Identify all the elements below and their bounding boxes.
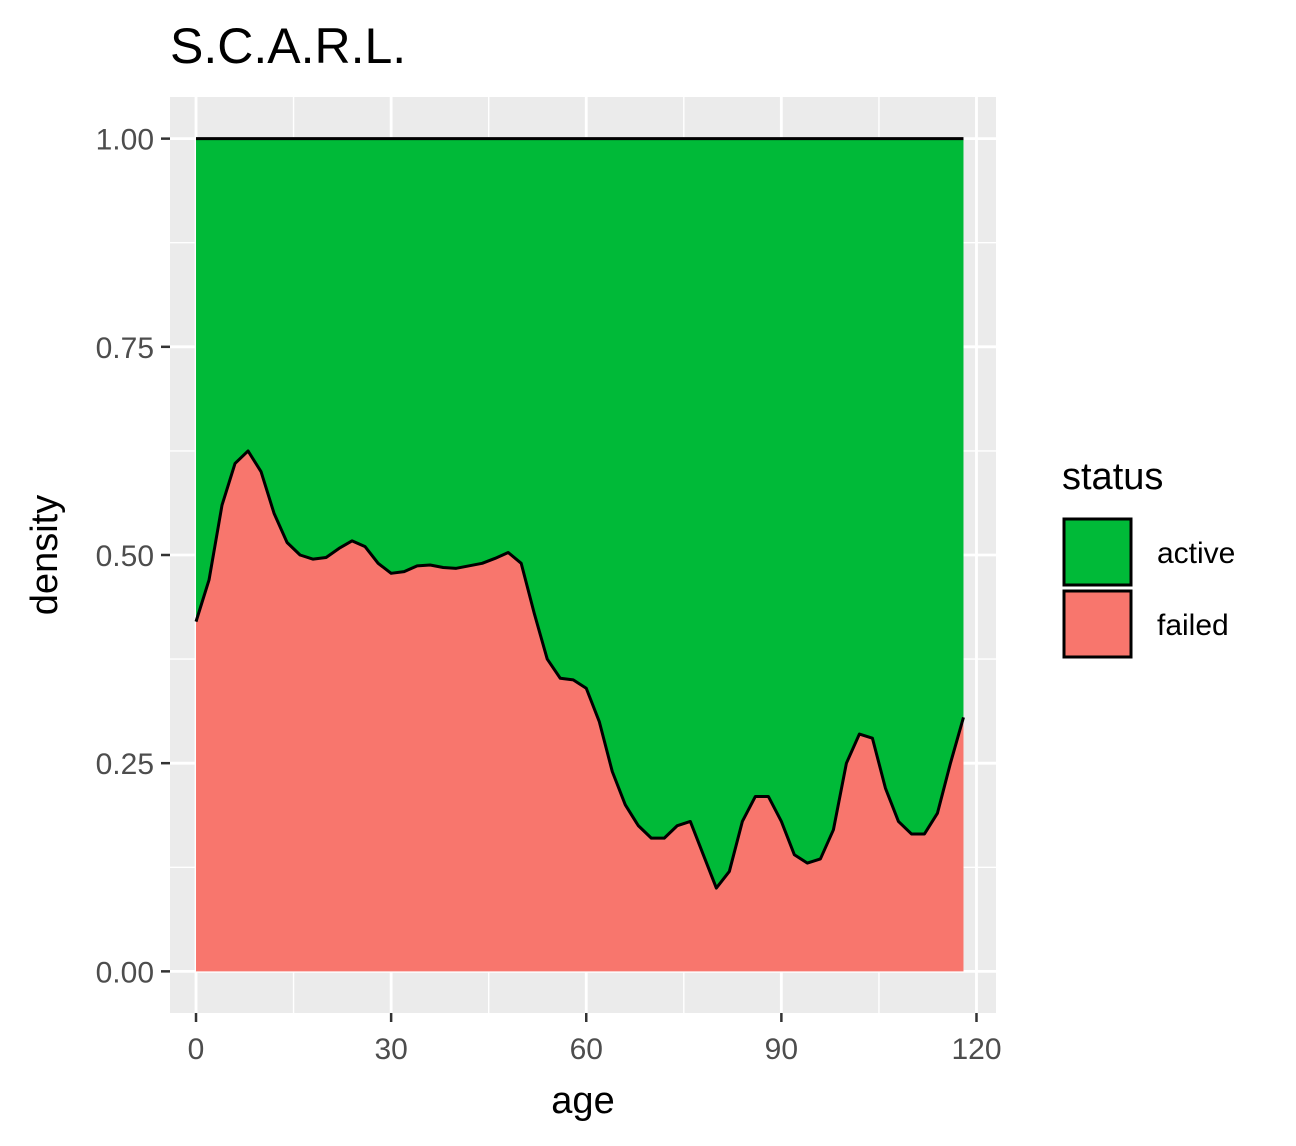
y-axis: 0.00 0.25 0.50 0.75 1.00 [96, 124, 170, 989]
x-axis: 0 30 60 90 120 [188, 1013, 1002, 1066]
y-tick-label: 0.25 [96, 748, 154, 781]
legend-title: status [1062, 456, 1163, 498]
chart-title: S.C.A.R.L. [170, 18, 406, 74]
legend-label-failed: failed [1157, 609, 1229, 642]
y-tick-label: 0.75 [96, 332, 154, 365]
y-tick-label: 0.50 [96, 540, 154, 573]
legend-entries: active failed [1062, 517, 1235, 659]
x-tick-label: 30 [374, 1033, 407, 1066]
x-tick-label: 60 [570, 1033, 603, 1066]
x-tick-label: 120 [951, 1033, 1001, 1066]
area-active [196, 138, 964, 889]
y-axis-title: density [24, 495, 66, 615]
legend-label-active: active [1157, 537, 1235, 570]
outline-failed [194, 449, 965, 890]
area-failed [196, 450, 964, 972]
density-areas [194, 137, 965, 972]
plot-panel [170, 97, 996, 1013]
x-axis-title: age [551, 1080, 614, 1122]
y-tick-label: 1.00 [96, 124, 154, 157]
legend-key-failed [1062, 589, 1133, 659]
legend-key-active [1062, 517, 1133, 587]
x-tick-label: 0 [188, 1033, 205, 1066]
x-tick-label: 90 [765, 1033, 798, 1066]
legend: status active failed [1062, 456, 1235, 659]
y-tick-label: 0.00 [96, 956, 154, 989]
